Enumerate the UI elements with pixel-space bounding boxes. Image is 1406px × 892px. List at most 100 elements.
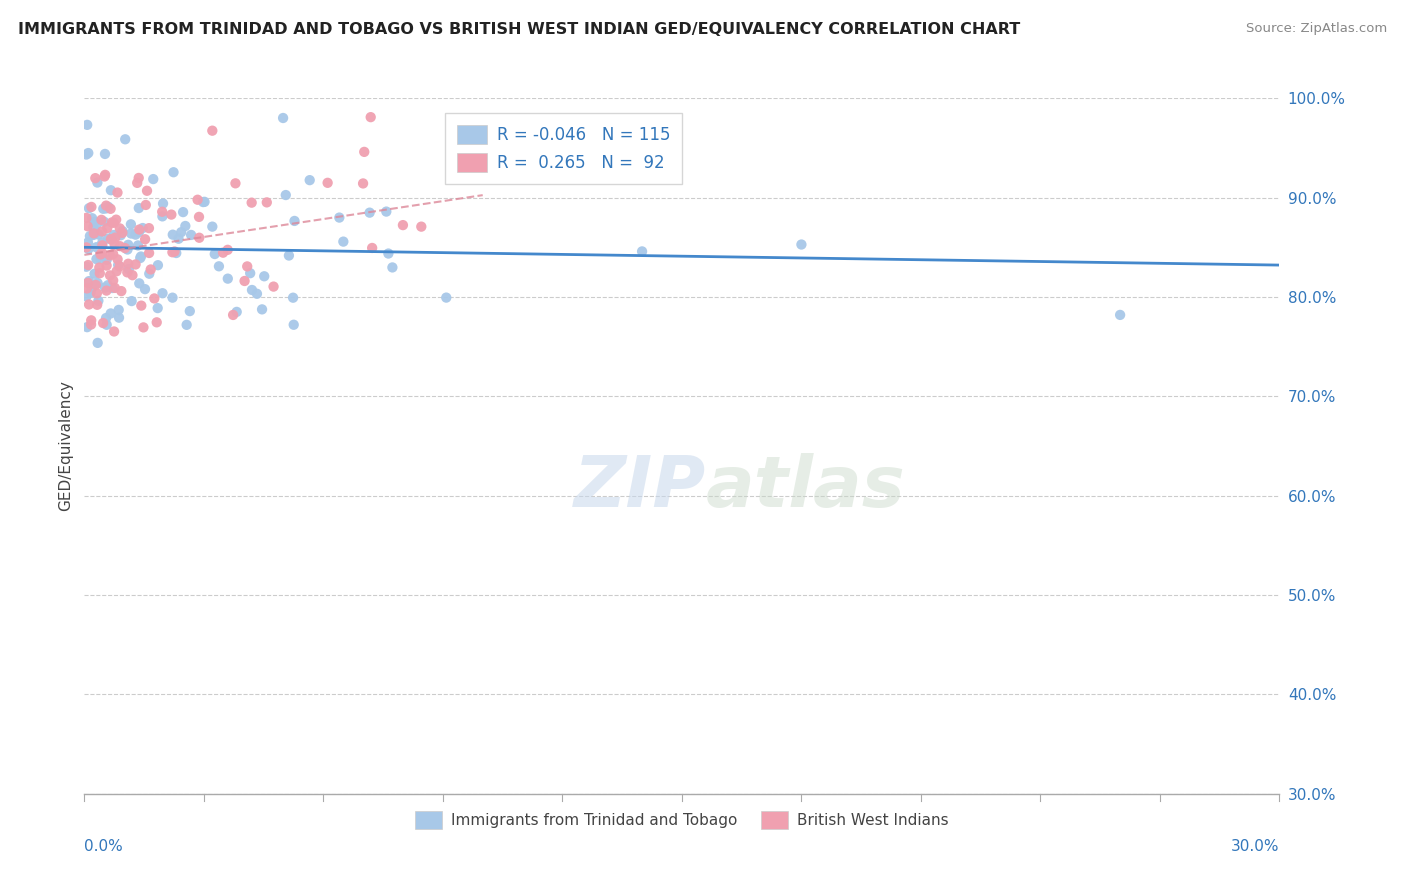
Point xyxy=(83,267,105,281)
Point xyxy=(89,266,111,280)
Point xyxy=(89,260,111,275)
Point xyxy=(100,232,122,246)
Point xyxy=(277,248,299,262)
Point xyxy=(328,211,350,225)
Point xyxy=(170,225,193,239)
Point xyxy=(135,198,157,212)
Point xyxy=(201,219,224,234)
Point xyxy=(94,311,117,326)
Point xyxy=(129,251,152,265)
Point xyxy=(162,227,184,242)
Point xyxy=(104,281,127,295)
Text: Source: ZipAtlas.com: Source: ZipAtlas.com xyxy=(1247,22,1388,36)
Point xyxy=(188,231,211,245)
Point xyxy=(94,280,117,294)
Point xyxy=(80,281,103,295)
Point xyxy=(91,235,114,250)
Point xyxy=(82,220,104,235)
Point xyxy=(77,258,100,272)
Point xyxy=(246,286,269,301)
Point xyxy=(108,260,131,274)
Y-axis label: GED/Equivalency: GED/Equivalency xyxy=(58,381,73,511)
Point xyxy=(263,279,285,293)
Point xyxy=(84,171,107,186)
Point xyxy=(172,205,194,219)
Point xyxy=(105,264,128,278)
Point xyxy=(179,304,201,318)
Point xyxy=(162,165,184,179)
Point xyxy=(239,266,262,280)
Point xyxy=(163,244,186,259)
Point xyxy=(90,212,112,227)
Point xyxy=(127,238,149,252)
Point xyxy=(82,211,104,226)
Point xyxy=(75,240,97,254)
Point xyxy=(188,210,211,224)
Point xyxy=(77,235,100,250)
Point xyxy=(100,183,122,197)
Point xyxy=(86,298,108,312)
Point xyxy=(176,318,198,332)
Point xyxy=(103,273,125,287)
Point xyxy=(103,216,125,230)
Point xyxy=(80,318,103,332)
Point xyxy=(274,188,297,202)
Legend: Immigrants from Trinidad and Tobago, British West Indians: Immigrants from Trinidad and Tobago, Bri… xyxy=(409,805,955,835)
Point xyxy=(103,325,125,339)
Point xyxy=(91,316,114,330)
Point xyxy=(121,268,143,283)
Point xyxy=(233,274,256,288)
Point xyxy=(790,237,813,252)
Point xyxy=(98,268,121,283)
Point xyxy=(75,260,97,274)
Point xyxy=(101,247,124,261)
Point xyxy=(96,284,118,298)
Point xyxy=(150,210,173,224)
Point xyxy=(124,227,146,242)
Point xyxy=(98,248,121,262)
Point xyxy=(96,318,118,332)
Point xyxy=(165,246,187,260)
Point xyxy=(94,198,117,212)
Point xyxy=(145,315,167,329)
Point xyxy=(128,222,150,236)
Point xyxy=(138,267,160,281)
Point xyxy=(132,320,155,334)
Point xyxy=(208,260,231,274)
Point xyxy=(96,259,118,273)
Point xyxy=(91,202,114,216)
Point xyxy=(110,284,132,298)
Text: IMMIGRANTS FROM TRINIDAD AND TOBAGO VS BRITISH WEST INDIAN GED/EQUIVALENCY CORRE: IMMIGRANTS FROM TRINIDAD AND TOBAGO VS B… xyxy=(18,22,1021,37)
Point xyxy=(76,281,98,295)
Point xyxy=(180,227,202,242)
Point xyxy=(375,204,398,219)
Point xyxy=(76,320,98,334)
Point xyxy=(136,184,159,198)
Point xyxy=(107,186,129,200)
Point xyxy=(212,245,235,260)
Point xyxy=(152,196,174,211)
Point xyxy=(204,247,226,261)
Point xyxy=(86,240,108,254)
Point xyxy=(117,243,139,257)
Point xyxy=(162,245,184,260)
Point xyxy=(82,227,104,242)
Point xyxy=(240,195,263,210)
Point xyxy=(75,289,97,303)
Point xyxy=(381,260,404,275)
Point xyxy=(105,212,128,227)
Point xyxy=(201,124,224,138)
Point xyxy=(83,215,105,229)
Point xyxy=(90,247,112,261)
Point xyxy=(77,242,100,256)
Point xyxy=(225,305,247,319)
Point xyxy=(87,227,110,242)
Point xyxy=(76,219,98,234)
Point xyxy=(352,177,374,191)
Point xyxy=(631,244,654,259)
Point xyxy=(114,241,136,255)
Point xyxy=(283,318,305,332)
Point xyxy=(120,227,142,241)
Point xyxy=(87,293,110,308)
Point xyxy=(100,202,122,216)
